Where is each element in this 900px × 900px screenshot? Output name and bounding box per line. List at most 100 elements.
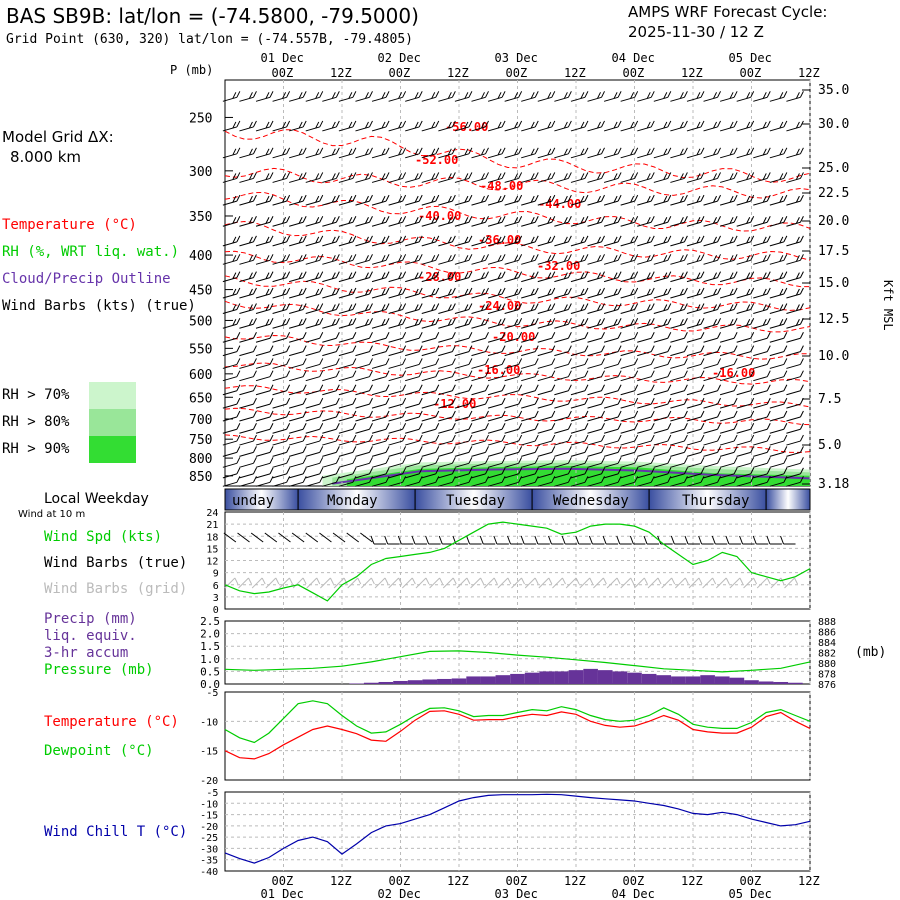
wind-barb-flag — [667, 457, 672, 464]
wind-barb-shaft — [570, 473, 586, 479]
wind-10m-label: Wind at 10 m — [18, 509, 86, 520]
grid-barb — [524, 577, 536, 589]
wind-barb-flag — [783, 194, 788, 202]
precip-bar — [627, 672, 642, 684]
wind-barb-flag — [398, 92, 403, 99]
wind-barb-flag — [567, 397, 572, 405]
wind-barb — [719, 457, 738, 468]
wind-barb-shaft — [719, 277, 735, 283]
wind-barb-flag — [286, 318, 291, 325]
wind-barb — [471, 172, 489, 183]
wind-barb — [537, 332, 556, 343]
wind-barb-shaft — [388, 126, 403, 132]
precip-legend-3: 3-hr accum — [44, 645, 129, 661]
wind-barb — [587, 384, 605, 396]
wind-barb-flag — [646, 272, 651, 279]
wind-barb-flag — [563, 236, 568, 244]
wind-barb-shaft — [719, 481, 735, 487]
wind-barb-flag — [253, 318, 257, 325]
wind-barb-flag — [696, 288, 701, 296]
wind-barb — [405, 318, 423, 329]
wind-barb-shaft — [769, 351, 784, 357]
time-tick-label-bottom: 12Z — [447, 874, 469, 888]
grid-barb-flag — [630, 577, 635, 585]
wind-barb-flag — [766, 446, 771, 453]
wind-barb-flag — [501, 216, 506, 223]
wind-barb-shaft — [703, 481, 718, 487]
wind-barb — [305, 120, 324, 132]
wind-barb-shaft — [703, 200, 718, 206]
wind-barb — [753, 397, 771, 409]
wind-barb-shaft — [355, 221, 370, 227]
wind-barb — [719, 370, 738, 382]
wind-barb-flag — [580, 255, 585, 262]
wind-barb-flag — [663, 255, 668, 262]
wind-barb-shaft — [421, 351, 436, 357]
temperature-contour-label: -52.00 — [415, 153, 458, 167]
wind-barb-shaft — [471, 309, 486, 314]
wind-barb-flag — [232, 121, 237, 129]
wind-barb — [355, 370, 373, 382]
wind-barb-flag — [683, 358, 688, 365]
wind-barb-flag — [650, 384, 655, 391]
wind-chill-tick-label: -20 — [200, 822, 218, 833]
wind-barb — [521, 358, 539, 369]
wind-barb — [719, 303, 738, 314]
wind-barb-shaft — [322, 323, 337, 329]
wind-barb-flag — [551, 457, 556, 464]
wind-barb-shaft — [289, 309, 304, 314]
wind-barb — [239, 194, 257, 206]
wind-barb — [454, 271, 473, 283]
wind-barb-shaft — [653, 363, 668, 369]
grid-barb — [661, 577, 673, 589]
wind-barb — [405, 345, 423, 357]
wind-barb-flag — [534, 216, 539, 223]
wind-barb-flag — [530, 217, 535, 224]
wind-barb-shaft — [322, 309, 337, 314]
wind-barb-shaft — [587, 200, 602, 206]
wind-barb-shaft — [388, 200, 403, 206]
wind-barb-flag — [518, 271, 523, 278]
true-barb-flag — [602, 535, 607, 545]
wind-barb-shaft — [222, 126, 238, 132]
wind-barb — [388, 271, 407, 283]
wind-barb — [653, 271, 672, 283]
wind-barb — [686, 423, 705, 434]
wind-barb-shaft — [305, 390, 320, 396]
wind-barb — [620, 120, 639, 132]
wind-barb-flag — [750, 384, 755, 391]
wind-barb-shaft — [371, 390, 387, 396]
wind-barb — [686, 147, 705, 159]
wind-barb — [521, 216, 539, 227]
wind-barb-shaft — [421, 177, 436, 183]
wind-barb-shaft — [753, 428, 768, 434]
wind-barb — [537, 476, 556, 487]
wind-barb-shaft — [305, 473, 320, 479]
wind-barb-shaft — [454, 473, 470, 479]
wind-barb — [305, 410, 324, 422]
wind-barb — [504, 216, 523, 227]
wind-barb-flag — [485, 457, 489, 464]
wind-barb — [686, 358, 705, 369]
wind-barb-flag — [551, 120, 556, 128]
wind-barb-flag — [451, 216, 456, 223]
wind-barb-flag — [667, 384, 672, 391]
wind-barb-shaft — [637, 462, 652, 468]
wind-barb-shaft — [222, 293, 238, 299]
wind-barb-flag — [799, 410, 804, 418]
wind-barb-shaft — [239, 177, 254, 183]
wind-barb-shaft — [703, 177, 718, 183]
wind-barb-flag — [302, 120, 307, 128]
wind-barb-flag — [580, 173, 585, 180]
wind-barb-shaft — [786, 473, 801, 479]
wind-barb — [570, 384, 589, 396]
wind-barb — [570, 254, 589, 265]
wind-barb — [255, 345, 274, 357]
wind-barb-flag — [683, 332, 688, 339]
wind-barb-flag — [733, 271, 738, 278]
wind-barb-shaft — [620, 473, 635, 479]
wind-barb-flag — [468, 476, 473, 483]
wind-barb-shaft — [355, 403, 370, 409]
wind-barb-flag — [580, 288, 585, 296]
wind-barb — [239, 457, 257, 468]
